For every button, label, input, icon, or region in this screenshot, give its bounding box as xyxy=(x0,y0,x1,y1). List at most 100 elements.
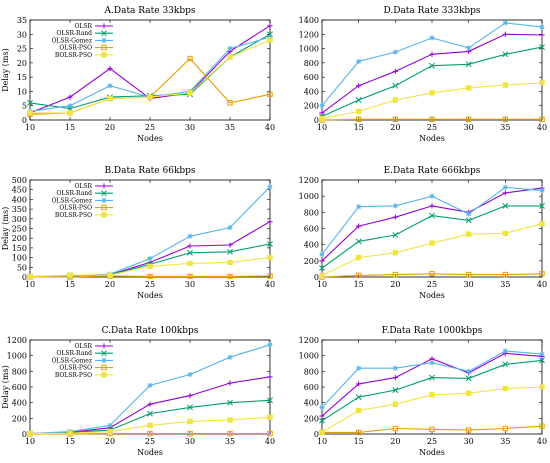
data-point xyxy=(267,91,273,97)
legend-label: OLSR-Gomez xyxy=(52,37,92,44)
data-point xyxy=(429,51,435,57)
x-tick-label: 35 xyxy=(225,123,235,132)
x-tick-label: 20 xyxy=(390,437,400,446)
data-point xyxy=(539,24,545,30)
y-tick-label: 1000 xyxy=(299,192,319,201)
y-tick-label: 500 xyxy=(12,176,27,185)
data-point xyxy=(539,80,545,86)
y-tick-label: 300 xyxy=(12,215,27,224)
data-point xyxy=(429,116,435,122)
data-point xyxy=(392,97,399,103)
x-tick-label: 30 xyxy=(464,123,474,132)
y-tick-label: 200 xyxy=(304,257,319,266)
data-point xyxy=(319,265,325,272)
data-point xyxy=(466,368,472,374)
x-tick-label: 25 xyxy=(427,280,437,289)
data-point xyxy=(356,83,362,89)
data-point xyxy=(356,58,362,65)
data-point xyxy=(67,272,73,278)
data-point xyxy=(502,230,509,237)
x-tick-label: 35 xyxy=(225,437,235,446)
y-tick-label: 800 xyxy=(304,367,319,376)
chart-panel-3: B.Data Rate 66kbps0501001502002503003504… xyxy=(1,166,275,300)
series-olsr-gomez xyxy=(319,348,545,410)
y-tick-label: 0 xyxy=(314,430,319,439)
chart-panel-5: C.Data Rate 100kbps 0 200 400 600 800 1000 1200… xyxy=(1,326,275,457)
x-tick-label: 40 xyxy=(265,280,275,289)
series-olsr xyxy=(27,219,273,280)
chart-title: C.Data Rate 100kbps xyxy=(102,326,199,336)
data-point xyxy=(466,211,472,217)
data-point xyxy=(267,184,273,190)
data-point xyxy=(392,365,398,371)
data-point xyxy=(227,248,233,255)
y-tick-label: 200 xyxy=(304,414,319,423)
data-point xyxy=(67,103,73,109)
data-point xyxy=(392,68,398,75)
x-tick-label: 40 xyxy=(537,123,547,132)
x-tick-label: 15 xyxy=(65,437,75,446)
data-point xyxy=(319,429,325,436)
legend-marker xyxy=(101,37,107,43)
series-olsr xyxy=(319,31,545,116)
data-point xyxy=(392,387,399,394)
data-point xyxy=(539,44,545,51)
x-axis-label: Nodes xyxy=(419,448,445,457)
x-tick-label: 30 xyxy=(464,437,474,446)
legend-marker xyxy=(101,44,107,51)
y-tick-label: 150 xyxy=(12,244,27,253)
data-point xyxy=(466,45,472,51)
legend-marker xyxy=(101,23,107,29)
legend-label: BOLSR-PSO xyxy=(55,52,92,59)
data-point xyxy=(539,271,545,277)
data-point xyxy=(227,354,233,360)
y-tick-label: 50 xyxy=(17,263,27,272)
series-line xyxy=(321,187,543,262)
data-point xyxy=(147,255,153,262)
data-point xyxy=(319,404,325,410)
x-tick-label: 15 xyxy=(354,123,364,132)
data-point xyxy=(267,219,273,225)
data-point xyxy=(502,82,509,88)
series-line xyxy=(321,118,542,121)
data-point xyxy=(429,62,435,69)
x-tick-label: 35 xyxy=(225,280,235,289)
data-point xyxy=(267,254,273,261)
x-axis-label: Nodes xyxy=(137,134,163,143)
data-point xyxy=(187,249,193,256)
data-point xyxy=(187,243,193,249)
data-point xyxy=(187,90,193,96)
data-point xyxy=(187,233,193,239)
data-point xyxy=(267,273,273,279)
y-tick-label: 800 xyxy=(304,208,319,217)
data-point xyxy=(356,223,362,229)
data-point xyxy=(429,240,435,246)
data-point xyxy=(227,54,233,60)
x-tick-label: 15 xyxy=(354,280,364,289)
x-tick-label: 10 xyxy=(25,437,35,446)
y-tick-label: 25 xyxy=(17,45,27,54)
data-point xyxy=(392,250,399,256)
y-tick-label: 35 xyxy=(17,16,27,25)
plot-frame xyxy=(321,19,543,121)
data-point xyxy=(502,271,509,278)
y-tick-label: 1200 xyxy=(299,336,319,345)
legend-label: OLSR-Rand xyxy=(57,190,93,197)
x-tick-label: 25 xyxy=(427,437,437,446)
data-point xyxy=(147,430,153,437)
data-point xyxy=(107,95,113,102)
data-point xyxy=(539,357,545,364)
data-point xyxy=(502,116,509,122)
legend-marker xyxy=(101,372,107,378)
x-tick-label: 10 xyxy=(317,437,327,446)
y-tick-label: 400 xyxy=(12,399,27,408)
data-point xyxy=(355,97,362,103)
legend-marker xyxy=(101,204,107,211)
legend-marker xyxy=(101,350,107,357)
y-tick-label: 1400 xyxy=(299,16,319,25)
data-point xyxy=(267,342,273,348)
y-tick-label: 20 xyxy=(17,59,27,68)
y-tick-label: 250 xyxy=(12,225,27,234)
